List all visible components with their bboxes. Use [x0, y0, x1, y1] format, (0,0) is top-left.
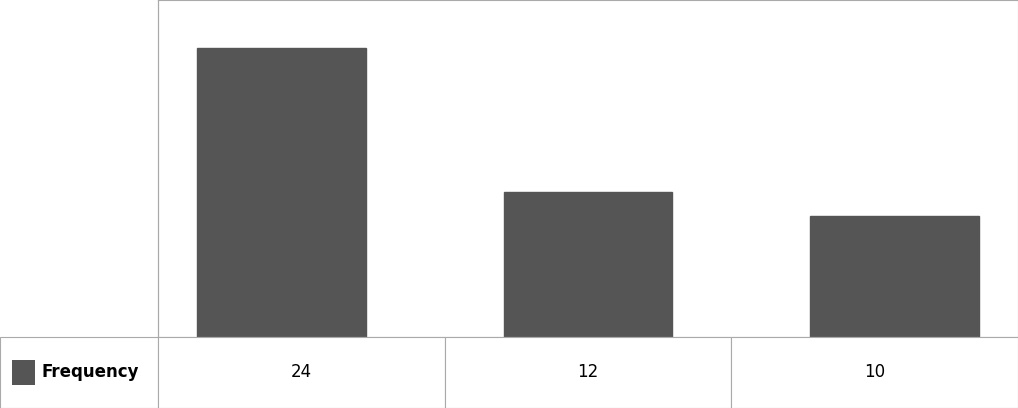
Text: 24: 24	[290, 363, 312, 381]
Text: 12: 12	[577, 363, 599, 381]
Bar	[158, 337, 445, 408]
Bar	[731, 337, 1018, 408]
Bar	[12, 360, 35, 385]
Bar	[0, 337, 158, 408]
Bar	[810, 216, 979, 337]
Bar	[196, 48, 365, 337]
Text: Frequency: Frequency	[42, 363, 139, 381]
Text: 10: 10	[864, 363, 886, 381]
Bar	[504, 192, 672, 337]
Bar	[445, 337, 731, 408]
